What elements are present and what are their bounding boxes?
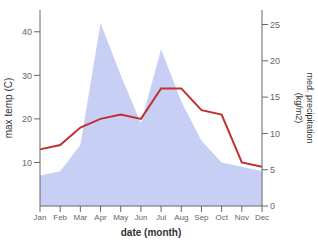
svg-text:Jul: Jul bbox=[156, 213, 166, 222]
svg-text:Sep: Sep bbox=[194, 213, 209, 222]
svg-text:Apr: Apr bbox=[94, 213, 107, 222]
svg-text:40: 40 bbox=[22, 27, 32, 37]
svg-text:date (month): date (month) bbox=[121, 227, 182, 238]
svg-text:20: 20 bbox=[22, 114, 32, 124]
svg-text:10: 10 bbox=[22, 158, 32, 168]
svg-text:10: 10 bbox=[270, 129, 280, 139]
svg-text:Feb: Feb bbox=[53, 213, 67, 222]
svg-text:Dec: Dec bbox=[255, 213, 269, 222]
svg-text:Jan: Jan bbox=[34, 213, 47, 222]
svg-text:Oct: Oct bbox=[215, 213, 228, 222]
svg-text:0: 0 bbox=[270, 201, 275, 211]
svg-text:Aug: Aug bbox=[174, 213, 188, 222]
svg-text:max temp (C): max temp (C) bbox=[8, 78, 14, 139]
svg-text:Jun: Jun bbox=[134, 213, 147, 222]
svg-text:May: May bbox=[113, 213, 128, 222]
svg-text:25: 25 bbox=[270, 20, 280, 30]
svg-text:Nov: Nov bbox=[235, 213, 249, 222]
svg-text:15: 15 bbox=[270, 92, 280, 102]
svg-text:Mar: Mar bbox=[73, 213, 87, 222]
svg-text:med. precipitation(kg/m2): med. precipitation(kg/m2) bbox=[294, 72, 310, 143]
svg-text:5: 5 bbox=[270, 165, 275, 175]
svg-text:20: 20 bbox=[270, 56, 280, 66]
svg-text:30: 30 bbox=[22, 71, 32, 81]
